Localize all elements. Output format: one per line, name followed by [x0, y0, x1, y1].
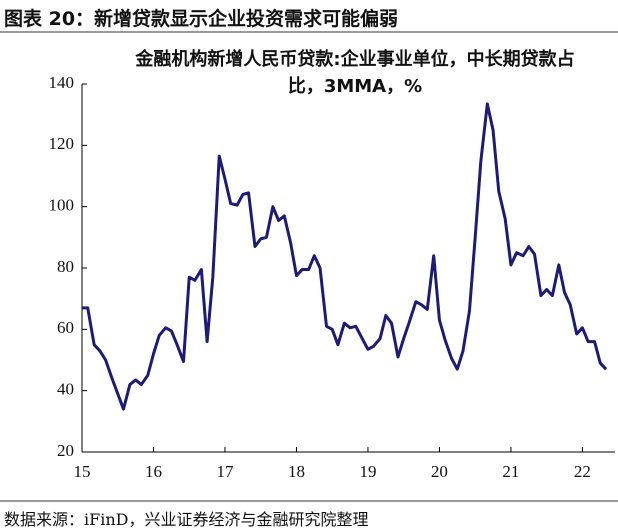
y-tick-label: 60 [57, 318, 74, 337]
x-tick-label: 16 [145, 462, 162, 481]
chart-title: 金融机构新增人民币贷款:企业事业单位，中长期贷款占比，3MMA，% [135, 49, 575, 97]
x-tick-label: 15 [74, 462, 91, 481]
data-line [82, 102, 608, 411]
x-tick-label: 18 [288, 462, 305, 481]
y-tick-label: 20 [57, 441, 74, 460]
y-tick-label: 40 [57, 380, 74, 399]
x-tick-label: 19 [359, 462, 376, 481]
figure-header: 图表 20：新增贷款显示企业投资需求可能偏弱 [4, 8, 399, 30]
y-tick-label: 140 [49, 73, 75, 92]
x-tick-label: 17 [216, 462, 234, 481]
y-tick-label: 80 [57, 257, 74, 276]
x-tick-label: 20 [431, 462, 448, 481]
x-tick-label: 21 [502, 462, 519, 481]
x-tick-label: 22 [574, 462, 591, 481]
y-tick-label: 120 [49, 134, 75, 153]
source-note: 数据来源：iFinD，兴业证券经济与金融研究院整理 [4, 510, 369, 529]
y-tick-label: 100 [49, 196, 75, 215]
